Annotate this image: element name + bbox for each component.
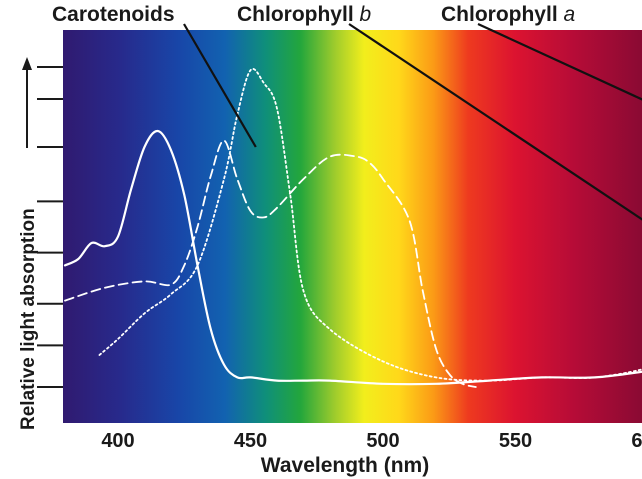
series-line-carotenoids [64,139,477,388]
plot-background [63,30,642,423]
x-axis-ticks: 400450500550600650700 [101,430,642,452]
series-layer [63,68,642,388]
x-tick-label: 450 [234,430,267,452]
pointer-layer [183,23,642,221]
y-axis-label: Relative light absorption [18,208,39,430]
legend-chlorophyll-a: Chlorophyll a [441,3,575,26]
x-tick-label: 600 [631,430,642,452]
series-line-chlorophyll-b [98,68,642,382]
y-axis-ticks [37,66,63,388]
legend-chlorophyll-b: Chlorophyll b [237,3,372,26]
legend-carotenoids: Carotenoids [52,3,175,26]
x-tick-label: 550 [499,430,532,452]
pointer-chlorophyll-b [348,23,642,221]
x-tick-label: 500 [366,430,399,452]
pointer-carotenoids [183,23,257,148]
x-axis-label: Wavelength (nm) [261,454,429,477]
y-axis-arrow-head [22,57,32,70]
x-tick-label: 400 [101,430,134,452]
pointer-chlorophyll-a [477,23,642,101]
y-axis-label-group: Relative light absorption [18,208,39,430]
